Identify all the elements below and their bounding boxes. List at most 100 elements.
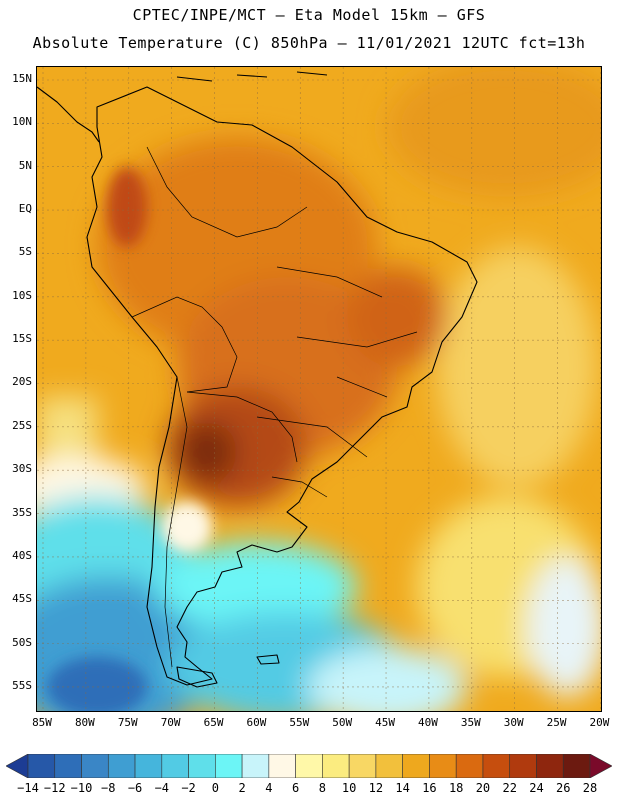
field-detail-colombia — [107, 167, 147, 247]
lon-tick-label: 70W — [160, 716, 181, 729]
lon-tick-label: 80W — [74, 716, 95, 729]
colorbar-tick-label: 28 — [582, 781, 598, 795]
colorbar-tick-label: 24 — [529, 781, 544, 795]
colorbar-tick-label: −6 — [127, 781, 143, 795]
south-america-coast — [86, 86, 478, 686]
colorbar-cell — [215, 754, 243, 778]
colorbar-tick-label: −14 — [17, 781, 39, 795]
field-zone-northeast-brazil — [347, 267, 447, 367]
coastlines — [37, 71, 478, 688]
falkland-islands — [256, 654, 280, 665]
lat-tick-label: 50S — [12, 635, 32, 649]
colorbar-cell — [536, 754, 564, 778]
lon-tick-label: 35W — [460, 716, 481, 729]
colorbar-cell — [509, 754, 537, 778]
map-panel — [36, 66, 602, 712]
colorbar-tick-label: 0 — [211, 781, 219, 795]
colorbar-cell — [375, 754, 403, 778]
colorbar-tick-label: 22 — [502, 781, 517, 795]
lon-tick-label: 50W — [332, 716, 353, 729]
colorbar-tick-label: 14 — [395, 781, 410, 795]
lat-tick-label: 40S — [12, 548, 32, 562]
field-zone-patagonia-cool — [157, 542, 357, 632]
field-zone-cool-southeast — [527, 557, 601, 697]
lat-tick-label: 45S — [12, 592, 32, 606]
colorbar-tick-label: 8 — [318, 781, 326, 795]
tierra-del-fuego — [176, 666, 218, 688]
lat-tick-label: 10N — [12, 115, 32, 129]
lon-tick-label: 65W — [203, 716, 224, 729]
colorbar-cell — [455, 754, 484, 778]
colorbar-tick-label: −2 — [181, 781, 196, 795]
lon-tick-label: 60W — [246, 716, 267, 729]
colorbar-cell — [81, 754, 109, 778]
lon-tick-label: 45W — [375, 716, 395, 729]
lon-tick-label: 20W — [589, 716, 610, 729]
lat-tick-label: 5S — [18, 245, 32, 259]
colorbar-cell — [348, 754, 377, 778]
field-zone-north-atlantic — [387, 67, 601, 197]
colorbar-cell — [295, 754, 323, 778]
lat-tick-label: 35S — [12, 505, 32, 519]
colorbar-tick-label: −12 — [43, 781, 66, 795]
caribbean-islands — [176, 71, 328, 82]
colorbar-cell — [268, 754, 296, 778]
colorbar-min-arrow — [6, 754, 29, 778]
colorbar-cell — [161, 754, 189, 778]
field-zone-far-south-transition — [307, 647, 467, 711]
border-venezuela-colombia — [146, 146, 308, 238]
lat-tick-label: 30S — [12, 462, 32, 476]
field-zone-max — [177, 422, 237, 482]
colorbar — [6, 754, 612, 778]
lat-tick-label: 5N — [18, 158, 32, 172]
colorbar-cell — [482, 754, 511, 778]
lat-tick-label: 15N — [12, 72, 32, 85]
lon-tick-label: 55W — [289, 716, 310, 729]
border-argentina-chile — [164, 376, 188, 668]
colorbar-tick-label: −4 — [154, 781, 170, 795]
colorbar-cell — [27, 754, 56, 778]
temperature-map — [37, 67, 601, 711]
colorbar-tick-label: 4 — [265, 781, 273, 795]
field-detail-coldest — [47, 657, 147, 711]
lat-tick-label: 25S — [12, 418, 32, 432]
lon-tick-label: 30W — [503, 716, 524, 729]
colorbar-tick-label: 18 — [448, 781, 464, 795]
colorbar-tick-label: 20 — [475, 781, 491, 795]
field-zone-east-atlantic — [437, 247, 597, 487]
lon-tick-label: 85W — [32, 716, 52, 729]
lon-tick-label: 25W — [546, 716, 567, 729]
central-america-coast — [37, 86, 100, 143]
colorbar-cell — [54, 754, 82, 778]
lat-tick-label: EQ — [18, 202, 32, 216]
colorbar-tick-label: −10 — [70, 781, 93, 795]
lat-tick-label: 15S — [12, 332, 32, 346]
lon-tick-label: 40W — [417, 716, 438, 729]
colorbar-cell — [107, 754, 136, 778]
colorbar-tick-label: 16 — [422, 781, 437, 795]
colorbar-max-arrow — [589, 754, 612, 778]
colorbar-cell — [402, 754, 430, 778]
border-bolivia-paraguay — [186, 391, 298, 463]
colorbar-tick-label: 26 — [556, 781, 571, 795]
map-title-field: Absolute Temperature (C) 850hPa – 11/01/… — [32, 34, 586, 52]
border-brazil-states — [256, 266, 418, 458]
colorbar-tick-label: 2 — [238, 781, 246, 795]
temperature-detail — [47, 167, 212, 711]
lat-lon-grid — [37, 67, 601, 711]
temperature-field — [37, 67, 601, 711]
colorbar-cell — [188, 754, 216, 778]
colorbar-tick-label: 6 — [291, 781, 300, 795]
colorbar-cell — [429, 754, 457, 778]
colorbar-cell — [134, 754, 163, 778]
colorbar-cell — [322, 754, 350, 778]
lon-tick-label: 75W — [117, 716, 138, 729]
map-title-source: CPTEC/INPE/MCT – Eta Model 15km – GFS — [132, 6, 486, 24]
colorbar-tick-label: −8 — [101, 781, 116, 795]
colorbar-tick-label: 10 — [341, 781, 357, 795]
field-detail-andes-transition — [162, 502, 212, 552]
lat-tick-label: 10S — [12, 288, 32, 302]
colorbar-cell — [562, 754, 591, 778]
lat-tick-label: 20S — [12, 375, 32, 389]
colorbar-tick-label: 12 — [368, 781, 384, 795]
